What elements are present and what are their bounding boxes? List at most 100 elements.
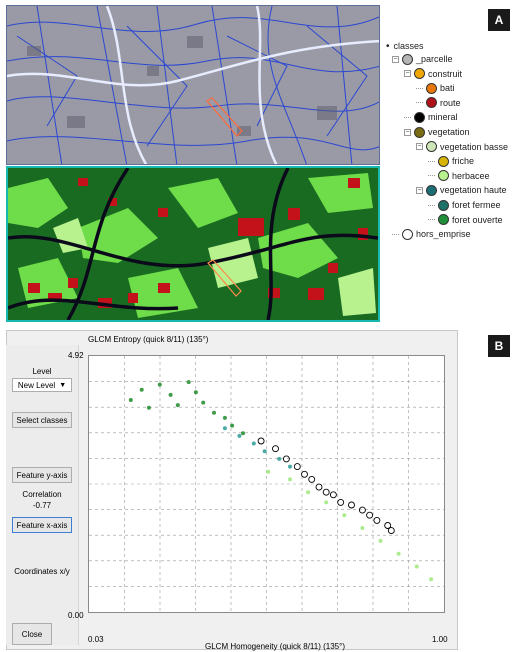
correlation-value: -0.77: [32, 501, 52, 510]
scatter-point: [272, 445, 279, 453]
legend-root: • classes: [386, 40, 424, 52]
scatter-point: [237, 433, 242, 438]
legend-item-label: bati: [440, 83, 455, 94]
class-color-icon: [438, 155, 449, 167]
y-feature-title: GLCM Entropy (quick 8/11) (135°): [88, 335, 209, 344]
legend-item[interactable]: − vegetation: [404, 126, 470, 138]
legend-item[interactable]: − vegetation haute: [416, 184, 507, 196]
class-color-icon: [438, 199, 449, 211]
legend-item-label: route: [440, 97, 461, 108]
classification-graphic: [8, 168, 378, 320]
coordinates-label: Coordinates x/y: [14, 567, 70, 576]
scatter-point: [201, 400, 206, 405]
scatter-point: [293, 463, 301, 471]
legend-item[interactable]: herbacee: [428, 170, 490, 182]
scatter-point: [324, 500, 329, 505]
legend-item[interactable]: − construit: [404, 68, 462, 80]
scatter-plot[interactable]: [88, 355, 445, 613]
scatter-point: [429, 577, 434, 582]
scatter-point: [414, 564, 419, 569]
legend-item[interactable]: hors_emprise: [392, 228, 471, 240]
correlation-label: Correlation: [22, 490, 62, 499]
scatter-point: [288, 464, 292, 469]
collapse-icon[interactable]: −: [404, 128, 411, 136]
select-classes-button[interactable]: Select classes: [12, 412, 72, 428]
y-min-tick: 0.00: [68, 611, 84, 620]
collapse-icon[interactable]: −: [392, 55, 399, 63]
legend-item[interactable]: − vegetation basse: [416, 141, 508, 153]
tree-connector-icon: [428, 219, 435, 221]
legend-item-label: hors_emprise: [416, 229, 471, 240]
tree-connector-icon: [428, 160, 435, 162]
scatter-point: [288, 477, 292, 482]
level-select-value: New Level: [17, 380, 56, 390]
scatter-point: [301, 470, 308, 478]
class-color-icon: [426, 97, 437, 109]
class-color-icon: [426, 141, 437, 153]
scatter-point: [128, 398, 133, 402]
scatter-point: [337, 498, 345, 506]
scatter-point: [139, 387, 144, 392]
control-column: Level New Level ▼ Select classes Feature…: [6, 345, 79, 645]
close-button[interactable]: Close: [12, 623, 52, 645]
collapse-icon[interactable]: −: [416, 143, 423, 151]
scatter-point: [222, 426, 227, 431]
legend-item[interactable]: bati: [416, 82, 455, 94]
class-hierarchy-legend: • classes − _parcelle − construit bati route m…: [384, 40, 509, 240]
scatter-point: [266, 469, 271, 474]
scatter-point: [222, 415, 227, 420]
scatter-point: [387, 527, 395, 535]
scatter-point: [308, 475, 316, 483]
legend-item[interactable]: foret ouverte: [428, 214, 503, 226]
collapse-icon[interactable]: −: [416, 186, 423, 194]
scatter-point: [241, 431, 245, 436]
class-color-icon: [426, 184, 437, 196]
bullet-icon: •: [386, 40, 390, 52]
legend-item-label: herbacee: [452, 170, 490, 181]
scatter-point: [175, 403, 180, 408]
scatter-point: [277, 456, 282, 461]
class-color-icon: [402, 53, 413, 65]
x-max-tick: 1.00: [432, 635, 448, 644]
badge-b: B: [488, 335, 510, 357]
class-color-icon: [414, 68, 425, 80]
legend-item-label: vegetation basse: [440, 141, 509, 152]
legend-item-label: vegetation haute: [440, 185, 507, 196]
scatter-point: [315, 483, 323, 491]
feature-y-axis-button[interactable]: Feature y-axis: [12, 467, 72, 483]
level-select[interactable]: New Level ▼: [12, 378, 72, 392]
legend-item[interactable]: − _parcelle: [392, 53, 453, 65]
legend-item-label: vegetation: [428, 127, 470, 137]
class-color-icon: [402, 228, 413, 240]
class-color-icon: [438, 170, 449, 182]
class-color-icon: [414, 126, 425, 138]
parcel-outline-graphic: [7, 6, 379, 164]
scatter-point: [342, 513, 347, 518]
legend-item-label: construit: [428, 68, 463, 79]
legend-item[interactable]: friche: [428, 155, 474, 167]
legend-item[interactable]: route: [416, 97, 461, 109]
level-label: Level: [32, 367, 52, 376]
legend-root-label: classes: [393, 41, 424, 51]
legend-item[interactable]: foret fermee: [428, 199, 501, 211]
scatter-point: [157, 382, 162, 387]
legend-item[interactable]: mineral: [404, 111, 458, 123]
scatter-point: [262, 449, 267, 454]
feature-x-axis-button[interactable]: Feature x-axis: [12, 517, 72, 533]
collapse-icon[interactable]: −: [404, 70, 411, 78]
scatter-point: [348, 501, 355, 509]
legend-item-label: friche: [452, 156, 475, 167]
parcel-outline-map: [6, 5, 380, 165]
legend-item-label: mineral: [428, 112, 458, 123]
scatter-point: [384, 522, 392, 529]
scatter-point: [306, 490, 311, 495]
tree-connector-icon: [416, 87, 423, 89]
class-color-icon: [438, 214, 449, 226]
scatter-point: [186, 380, 191, 385]
legend-item-label: foret ouverte: [452, 214, 503, 225]
scatter-point: [329, 491, 337, 499]
scatter-point: [193, 390, 198, 395]
class-color-icon: [426, 82, 437, 94]
scatter-point: [251, 441, 256, 446]
scatter-point: [282, 455, 290, 463]
